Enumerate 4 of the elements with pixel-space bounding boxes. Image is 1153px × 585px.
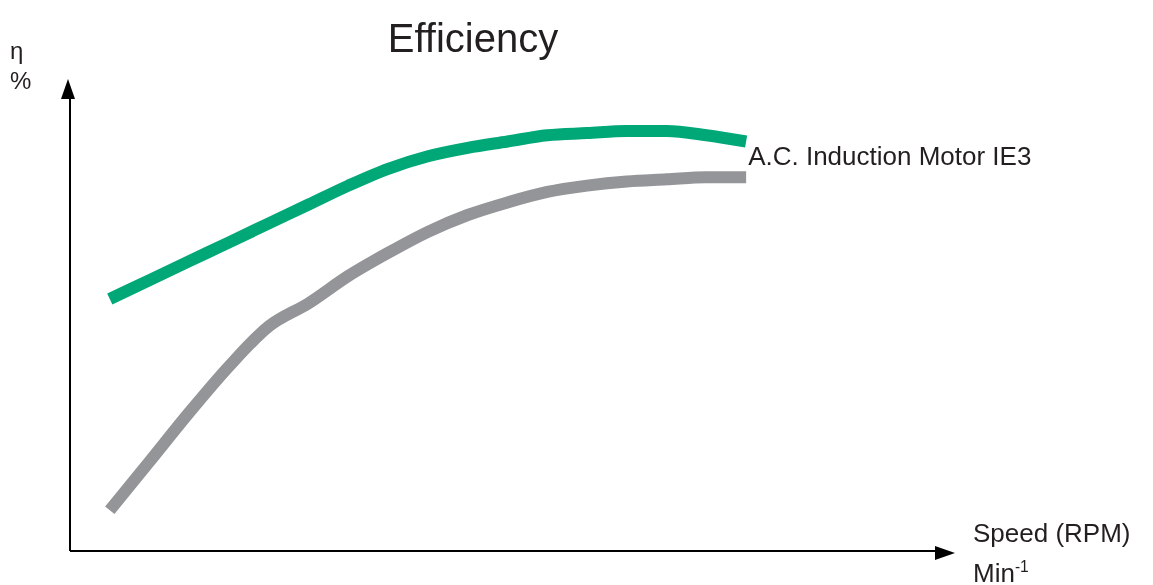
x-axis-title: Speed (RPM) Min$^{-1}$ <box>973 518 1131 585</box>
y-axis-title: η % <box>10 37 32 94</box>
chart-title: Efficiency <box>386 16 560 61</box>
series-label: A.C. Induction Motor IE3 <box>748 141 1032 172</box>
